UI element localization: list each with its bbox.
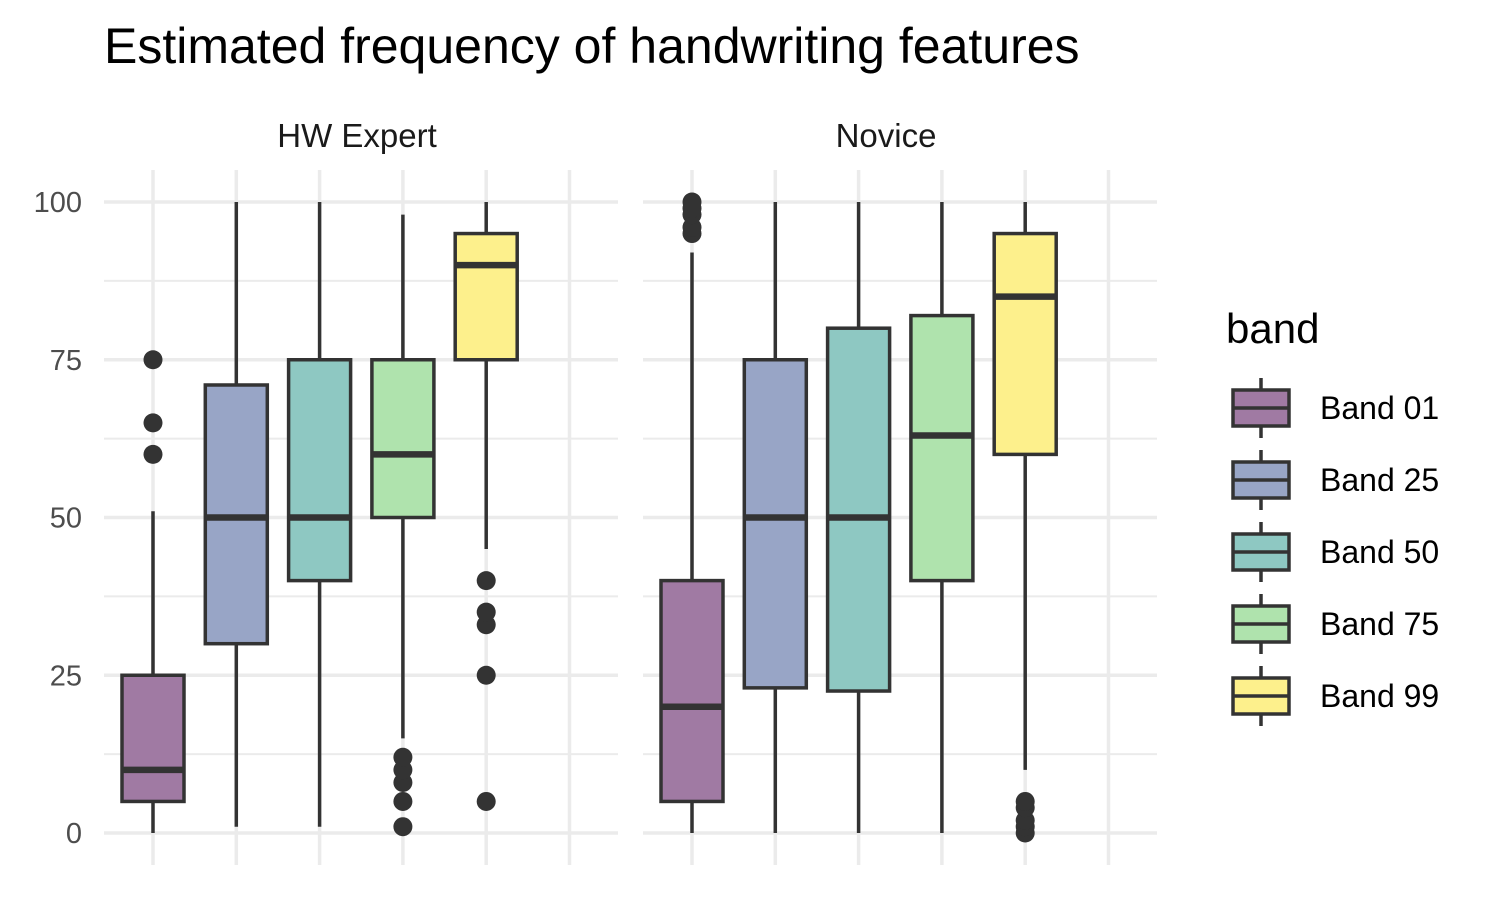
outlier-point	[682, 192, 702, 212]
box-band-50	[286, 202, 353, 827]
panel-novice: Novice	[643, 117, 1157, 865]
box-band-25	[203, 202, 270, 827]
iqr-box	[909, 313, 975, 583]
y-axis: 0 25 50 75 100	[34, 187, 82, 850]
panel-strip-label: Novice	[836, 117, 937, 154]
chart-title: Estimated frequency of handwriting featu…	[104, 18, 1080, 74]
legend-entry: Band 25	[1231, 450, 1439, 510]
y-tick-label: 100	[34, 187, 82, 219]
y-tick-label: 50	[50, 503, 82, 535]
box-band-75	[909, 202, 975, 833]
y-tick-label: 0	[66, 818, 82, 850]
iqr-box	[120, 673, 186, 804]
outlier-point	[1015, 791, 1035, 811]
legend-entry-label: Band 25	[1320, 462, 1439, 498]
iqr-box	[825, 326, 892, 693]
box-band-99	[992, 202, 1058, 843]
outlier-point	[476, 602, 496, 622]
panel-strip-label: HW Expert	[277, 117, 437, 154]
legend-entry: Band 75	[1231, 594, 1439, 654]
box-band-25	[742, 202, 809, 833]
legend-entry: Band 99	[1231, 666, 1439, 726]
outlier-point	[143, 413, 163, 433]
iqr-box	[742, 358, 809, 690]
legend-entry-label: Band 75	[1320, 606, 1439, 642]
iqr-box	[992, 231, 1058, 457]
legend-entry: Band 50	[1231, 522, 1439, 582]
iqr-box	[453, 231, 519, 362]
outlier-point	[143, 350, 163, 370]
panel-hw-expert: HW Expert	[104, 117, 618, 865]
outlier-point	[476, 791, 496, 811]
legend-entry-label: Band 50	[1320, 534, 1439, 570]
iqr-box	[659, 578, 725, 804]
legend-entry: Band 01	[1231, 378, 1439, 438]
legend-entry-label: Band 01	[1320, 390, 1439, 426]
box-band-99	[453, 202, 519, 811]
legend-entry-label: Band 99	[1320, 678, 1439, 714]
legend-title: band	[1226, 305, 1319, 352]
outlier-point	[143, 444, 163, 464]
box-band-50	[825, 202, 892, 833]
box-band-75	[370, 214, 436, 837]
iqr-box	[370, 358, 436, 520]
outlier-point	[476, 665, 496, 685]
outlier-point	[393, 817, 413, 837]
outlier-point	[476, 571, 496, 591]
outlier-point	[393, 747, 413, 767]
y-tick-label: 75	[50, 345, 82, 377]
panels-layer: HW Expert Novice	[104, 117, 1157, 865]
y-tick-label: 25	[50, 660, 82, 692]
iqr-box	[286, 358, 353, 583]
outlier-point	[393, 791, 413, 811]
box-band-01	[120, 350, 186, 833]
legend: band Band 01 Band 25 Band 50 Band 75 Band 99	[1226, 305, 1439, 726]
box-band-01	[659, 192, 725, 833]
